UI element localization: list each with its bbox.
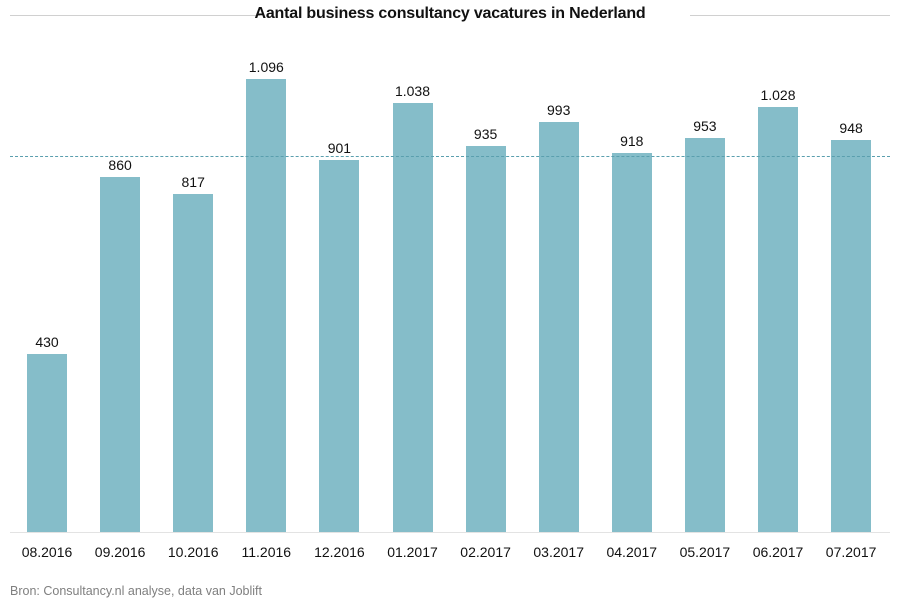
chart-title-row: Aantal business consultancy vacatures in…	[0, 0, 900, 32]
x-axis-line	[10, 532, 890, 533]
title-rule-right	[690, 15, 890, 16]
bar-value-label: 901	[327, 139, 352, 156]
bar-value-label: 860	[108, 156, 132, 173]
bar	[173, 194, 214, 532]
bar	[465, 145, 506, 532]
bar-value-label: 817	[181, 174, 205, 191]
x-tick-label: 12.2016	[314, 544, 365, 560]
x-tick-label: 01.2017	[387, 544, 438, 560]
chart-title: Aantal business consultancy vacatures in…	[254, 5, 646, 22]
bar-value-label: 953	[693, 118, 717, 135]
bar-value-label: 1.096	[248, 59, 284, 75]
bar-value-label: 948	[839, 120, 863, 137]
x-tick-label: 04.2017	[606, 544, 658, 560]
x-tick-label: 07.2017	[825, 544, 877, 560]
bar	[758, 107, 798, 532]
bar	[392, 102, 433, 532]
average-line	[10, 155, 890, 157]
bar	[319, 159, 360, 532]
bar	[831, 140, 872, 532]
x-tick-label: 06.2017	[752, 544, 804, 560]
title-rule-left	[10, 15, 260, 16]
bar-value-label: 993	[547, 101, 571, 118]
bar	[246, 79, 287, 532]
bar-value-label: 935	[473, 125, 498, 142]
x-tick-label: 11.2016	[241, 544, 292, 560]
bar-value-label: 1.028	[760, 87, 796, 104]
x-tick-label: 05.2017	[679, 544, 731, 560]
bar-value-label: 918	[620, 132, 644, 149]
bar	[100, 176, 141, 532]
bar-value-label: 430	[35, 334, 59, 351]
source-note: Bron: Consultancy.nl analyse, data van J…	[10, 584, 262, 598]
bar	[538, 121, 579, 532]
x-tick-label: 03.2017	[533, 544, 584, 560]
x-tick-label: 02.2017	[460, 544, 511, 560]
x-tick-label: 09.2016	[94, 544, 146, 560]
bar	[684, 138, 725, 532]
x-tick-label: 10.2016	[167, 544, 219, 560]
bar	[611, 152, 652, 532]
bar	[27, 354, 67, 532]
bar-value-label: 1.038	[394, 82, 431, 99]
x-tick-label: 08.2016	[21, 544, 73, 560]
